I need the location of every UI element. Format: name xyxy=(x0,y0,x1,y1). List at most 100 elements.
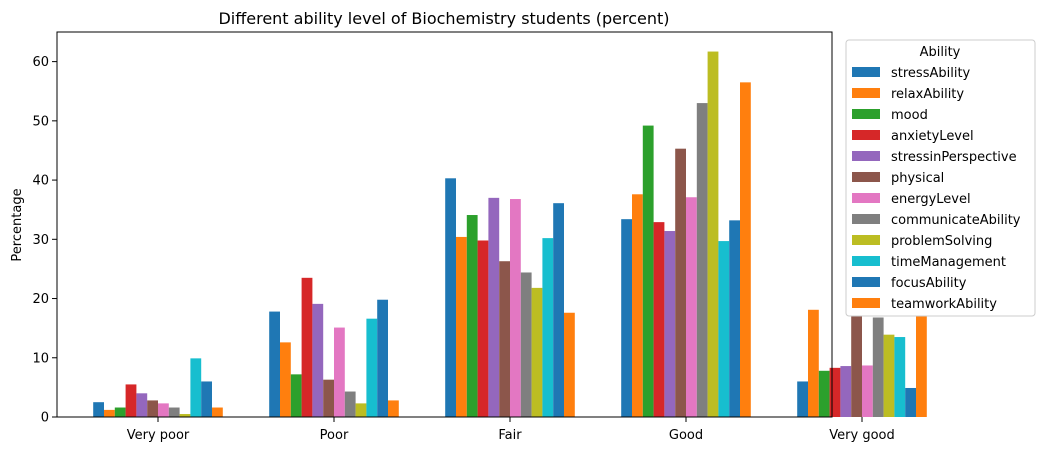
legend: Ability stressAbility relaxAbility mood anx… xyxy=(845,39,1036,317)
bar-physical-good xyxy=(675,148,686,417)
x-tick-label: Poor xyxy=(320,428,349,443)
bar-stressAbility-poor xyxy=(269,311,280,417)
bar-communicateAbility-very-good xyxy=(872,317,884,417)
bar-stressAbility-fair xyxy=(445,178,456,417)
legend-label-relaxAbility: relaxAbility xyxy=(891,87,964,102)
bar-energyLevel-poor xyxy=(334,327,345,417)
y-tick-label: 30 xyxy=(32,233,49,248)
bars-layer xyxy=(93,51,927,418)
y-tick-label: 50 xyxy=(32,114,49,129)
bar-focusAbility-very-poor xyxy=(201,381,212,417)
y-tick-label: 0 xyxy=(41,411,49,426)
y-axis-label: Percentage xyxy=(10,188,25,261)
bar-energyLevel-very-poor xyxy=(158,403,169,417)
x-tick-label: Very poor xyxy=(127,428,190,443)
legend-swatch-stressinPerspective xyxy=(852,151,880,161)
bar-focusAbility-poor xyxy=(377,299,388,417)
bar-problemSolving-very-poor xyxy=(179,414,191,417)
bar-relaxAbility-good xyxy=(632,194,643,417)
bar-mood-very-good xyxy=(818,370,830,417)
bar-mood-poor xyxy=(290,374,302,417)
legend-swatch-mood xyxy=(852,109,880,119)
bar-mood-fair xyxy=(466,215,478,417)
legend-title: Ability xyxy=(920,45,961,60)
y-tick-label: 60 xyxy=(32,55,49,70)
bar-communicateAbility-very-poor xyxy=(168,407,180,417)
bar-focusAbility-very-good xyxy=(905,387,916,417)
legend-swatch-focusAbility xyxy=(852,277,880,287)
bar-mood-good xyxy=(642,125,654,417)
bar-anxietyLevel-good xyxy=(653,222,665,417)
legend-label-energyLevel: energyLevel xyxy=(891,192,971,207)
legend-items: stressAbility relaxAbility mood anxietyLeve… xyxy=(852,66,1021,312)
y-tick-label: 40 xyxy=(32,174,49,189)
bar-anxietyLevel-very-good xyxy=(829,367,841,417)
bar-energyLevel-good xyxy=(686,197,697,417)
bar-timeManagement-very-good xyxy=(894,337,906,417)
bar-mood-very-poor xyxy=(114,407,126,417)
legend-label-anxietyLevel: anxietyLevel xyxy=(891,129,974,144)
bar-stressAbility-good xyxy=(621,219,632,417)
bar-focusAbility-fair xyxy=(553,203,564,417)
bar-stressinPerspective-poor xyxy=(312,303,324,417)
legend-swatch-relaxAbility xyxy=(852,88,880,98)
legend-label-communicateAbility: communicateAbility xyxy=(891,213,1021,228)
legend-label-mood: mood xyxy=(891,108,928,123)
y-axis-ticks: 0 10 20 30 40 50 60 xyxy=(32,55,57,426)
plot-frame xyxy=(56,31,833,418)
legend-frame xyxy=(845,39,1036,317)
legend-swatch-timeManagement xyxy=(852,256,880,266)
bar-physical-very-good xyxy=(851,303,862,417)
legend-label-physical: physical xyxy=(891,171,944,186)
legend-label-timeManagement: timeManagement xyxy=(891,255,1006,270)
bar-energyLevel-very-good xyxy=(862,365,873,417)
bar-communicateAbility-poor xyxy=(344,391,356,417)
bar-relaxAbility-very-good xyxy=(808,309,819,417)
legend-swatch-teamworkAbility xyxy=(852,298,880,308)
bar-teamworkAbility-poor xyxy=(388,400,399,417)
bar-stressAbility-very-poor xyxy=(93,402,104,417)
y-tick-label: 20 xyxy=(32,292,49,307)
legend-swatch-communicateAbility xyxy=(852,214,880,224)
bar-relaxAbility-poor xyxy=(280,342,291,417)
x-tick-label: Very good xyxy=(829,428,894,443)
legend-label-problemSolving: problemSolving xyxy=(891,234,992,249)
bar-communicateAbility-fair xyxy=(520,272,532,417)
legend-label-teamworkAbility: teamworkAbility xyxy=(891,297,997,312)
bar-problemSolving-fair xyxy=(531,287,543,417)
bar-timeManagement-good xyxy=(718,241,730,417)
bar-stressinPerspective-very-good xyxy=(840,366,852,417)
bar-timeManagement-fair xyxy=(542,238,554,417)
bar-anxietyLevel-fair xyxy=(477,240,489,417)
legend-swatch-anxietyLevel xyxy=(852,130,880,140)
legend-swatch-problemSolving xyxy=(852,235,880,245)
bar-physical-very-poor xyxy=(147,400,158,417)
bar-stressAbility-very-good xyxy=(797,381,808,417)
legend-label-stressinPerspective: stressinPerspective xyxy=(891,150,1017,165)
bar-physical-fair xyxy=(499,261,510,417)
bar-teamworkAbility-very-poor xyxy=(212,407,223,417)
x-tick-label: Fair xyxy=(498,428,522,443)
bar-timeManagement-very-poor xyxy=(190,358,202,417)
bar-anxietyLevel-poor xyxy=(301,277,313,417)
bar-focusAbility-good xyxy=(729,220,740,417)
bar-stressinPerspective-good xyxy=(664,231,676,417)
bar-communicateAbility-good xyxy=(696,103,708,417)
x-axis-ticks: Very poor Poor Fair Good Very good xyxy=(127,417,895,443)
bar-teamworkAbility-very-good xyxy=(916,289,927,417)
chart-title: Different ability level of Biochemistry … xyxy=(218,9,669,28)
bar-anxietyLevel-very-poor xyxy=(125,384,137,417)
bar-problemSolving-poor xyxy=(355,403,367,417)
y-tick-label: 10 xyxy=(32,351,49,366)
bar-relaxAbility-fair xyxy=(456,236,467,417)
bar-stressinPerspective-very-poor xyxy=(136,393,148,417)
bar-problemSolving-good xyxy=(707,51,719,418)
bar-teamworkAbility-fair xyxy=(564,312,575,417)
bar-problemSolving-very-good xyxy=(883,334,895,417)
bar-timeManagement-poor xyxy=(366,318,378,417)
x-tick-label: Good xyxy=(669,428,703,443)
legend-label-focusAbility: focusAbility xyxy=(891,276,967,291)
legend-label-stressAbility: stressAbility xyxy=(891,66,971,81)
bar-energyLevel-fair xyxy=(510,199,521,417)
